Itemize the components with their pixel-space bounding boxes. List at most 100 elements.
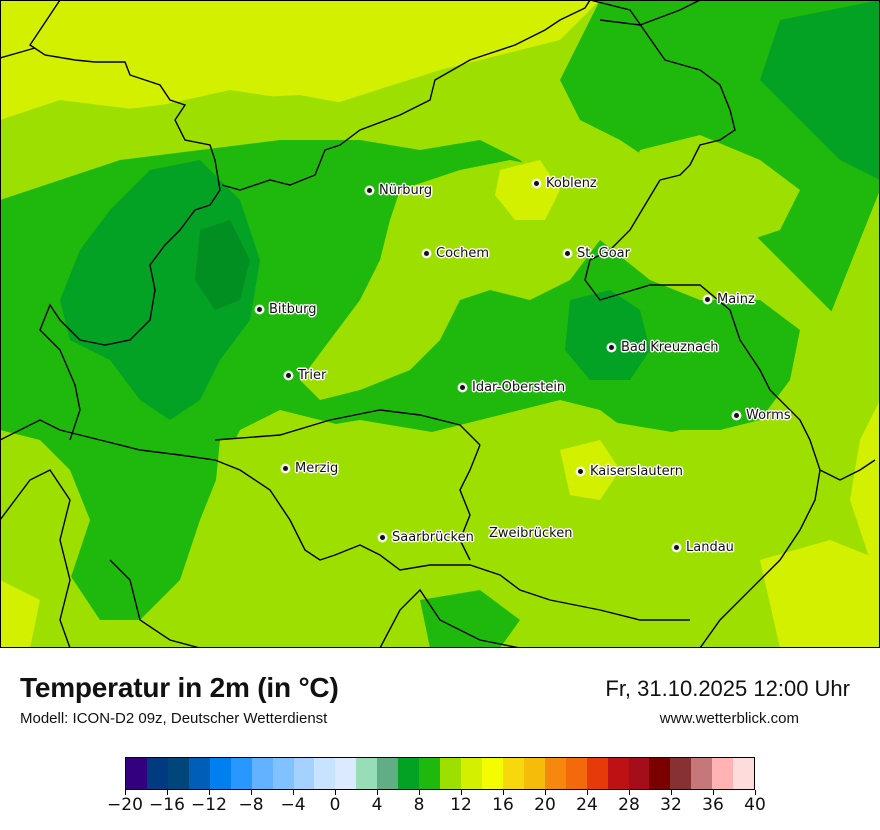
city-label: Bitburg xyxy=(269,301,317,317)
city-dot-icon xyxy=(578,468,583,474)
city-label: Nürburg xyxy=(379,182,433,198)
city-dot-icon xyxy=(367,187,372,193)
city-marker: Bitburg xyxy=(257,301,317,317)
colorbar-tick xyxy=(754,790,756,795)
city-marker: St. Goar xyxy=(565,245,630,261)
city-dot-icon xyxy=(734,412,739,418)
colorbar-tick-label: −8 xyxy=(238,795,264,815)
colorbar-segment xyxy=(398,758,420,789)
city-marker: Saarbrücken xyxy=(380,529,474,545)
city-label: Cochem xyxy=(436,245,490,261)
colorbar-tick xyxy=(166,790,168,795)
colorbar-tick xyxy=(502,790,504,795)
colorbar-segment xyxy=(146,758,168,789)
colorbar-tick xyxy=(544,790,546,795)
colorbar-tick-label: 0 xyxy=(329,795,341,815)
city-label: Saarbrücken xyxy=(392,529,474,545)
city-marker: Bad Kreuznach xyxy=(609,339,719,355)
city-label: Worms xyxy=(746,407,791,423)
colorbar-tick xyxy=(208,790,210,795)
colorbar-tick-label: 32 xyxy=(660,795,682,815)
city-label: Bad Kreuznach xyxy=(621,339,719,355)
city-label: Merzig xyxy=(295,460,339,476)
city-dot-icon xyxy=(257,306,262,312)
colorbar-segment xyxy=(733,758,755,789)
colorbar-segment xyxy=(649,758,671,789)
chart-title: Temperatur in 2m (in °C) xyxy=(20,672,339,703)
city-dot-icon xyxy=(609,344,614,350)
colorbar-segment xyxy=(335,758,357,789)
city-dot-icon xyxy=(286,372,291,378)
colorbar-segment xyxy=(523,758,545,789)
colorbar-tick xyxy=(292,790,294,795)
colorbar-segment xyxy=(314,758,336,789)
city-marker: Merzig xyxy=(283,460,338,476)
colorbar-tick xyxy=(712,790,714,795)
forecast-datetime: Fr, 31.10.2025 12:00 Uhr xyxy=(605,676,850,701)
colorbar-tick-label: 28 xyxy=(618,795,640,815)
colorbar xyxy=(125,757,755,790)
city-label: Trier xyxy=(298,367,327,383)
colorbar-segment xyxy=(607,758,629,789)
colorbar-tick xyxy=(586,790,588,795)
city-label: Zweibrücken xyxy=(489,525,573,541)
colorbar-segment xyxy=(188,758,210,789)
temperature-field xyxy=(0,0,880,648)
colorbar-tick-label: 8 xyxy=(413,795,425,815)
colorbar-segment xyxy=(209,758,231,789)
colorbar-tick xyxy=(376,790,378,795)
colorbar-tick-label: 4 xyxy=(371,795,383,815)
colorbar-tick xyxy=(334,790,336,795)
colorbar-segment xyxy=(126,758,147,789)
city-label: Kaiserslautern xyxy=(590,463,684,479)
colorbar-tick-label: 20 xyxy=(534,795,556,815)
colorbar-segment xyxy=(272,758,294,789)
city-marker: Zweibrücken xyxy=(489,525,572,541)
colorbar-segment xyxy=(461,758,482,789)
colorbar-segment xyxy=(691,758,713,789)
colorbar-tick-label: 36 xyxy=(702,795,724,815)
colorbar-segment xyxy=(481,758,503,789)
colorbar-segment xyxy=(712,758,734,789)
city-dot-icon xyxy=(380,534,385,540)
colorbar-segment xyxy=(670,758,692,789)
city-marker: Kaiserslautern xyxy=(578,463,683,479)
website-link[interactable]: www.wetterblick.com xyxy=(659,710,799,727)
colorbar-tick-label: 24 xyxy=(576,795,598,815)
colorbar-segment xyxy=(293,758,315,789)
city-label: Idar-Oberstein xyxy=(472,379,566,395)
colorbar-tick-label: −4 xyxy=(280,795,306,815)
city-label: St. Goar xyxy=(577,245,630,261)
city-marker: Landau xyxy=(674,539,734,555)
city-dot-icon xyxy=(674,544,679,550)
colorbar-segment xyxy=(167,758,189,789)
colorbar-segment xyxy=(565,758,587,789)
colorbar-segment xyxy=(377,758,399,789)
colorbar-segment xyxy=(502,758,524,789)
colorbar-segment xyxy=(586,758,608,789)
city-dot-icon xyxy=(565,250,570,256)
colorbar-tick-label: −16 xyxy=(149,795,185,815)
city-dot-icon xyxy=(460,384,465,390)
colorbar-segment xyxy=(230,758,252,789)
colorbar-segment xyxy=(440,758,461,789)
colorbar-segment xyxy=(544,758,566,789)
city-dot-icon xyxy=(283,465,288,471)
colorbar-segment xyxy=(356,758,378,789)
colorbar-tick-label: 12 xyxy=(450,795,472,815)
city-dot-icon xyxy=(534,180,539,186)
colorbar-ticks: −20 −16 −12 −8 −4 0 4 8 12 16 20 24 28 32 36 40 xyxy=(107,790,766,820)
colorbar-tick xyxy=(670,790,672,795)
colorbar-tick xyxy=(250,790,252,795)
colorbar-tick-label: 40 xyxy=(744,795,766,815)
colorbar-tick xyxy=(124,790,126,795)
colorbar-segment xyxy=(628,758,650,789)
temperature-map: Nürburg Koblenz Cochem St. Goar Mainz Bitburg… xyxy=(0,0,880,648)
city-marker: Mainz xyxy=(705,291,755,307)
city-marker: Trier xyxy=(286,367,326,383)
colorbar-tick-label: 16 xyxy=(492,795,514,815)
city-marker: Idar-Oberstein xyxy=(460,379,565,395)
city-marker: Cochem xyxy=(424,245,489,261)
colorbar-tick xyxy=(418,790,420,795)
city-marker: Worms xyxy=(734,407,791,423)
